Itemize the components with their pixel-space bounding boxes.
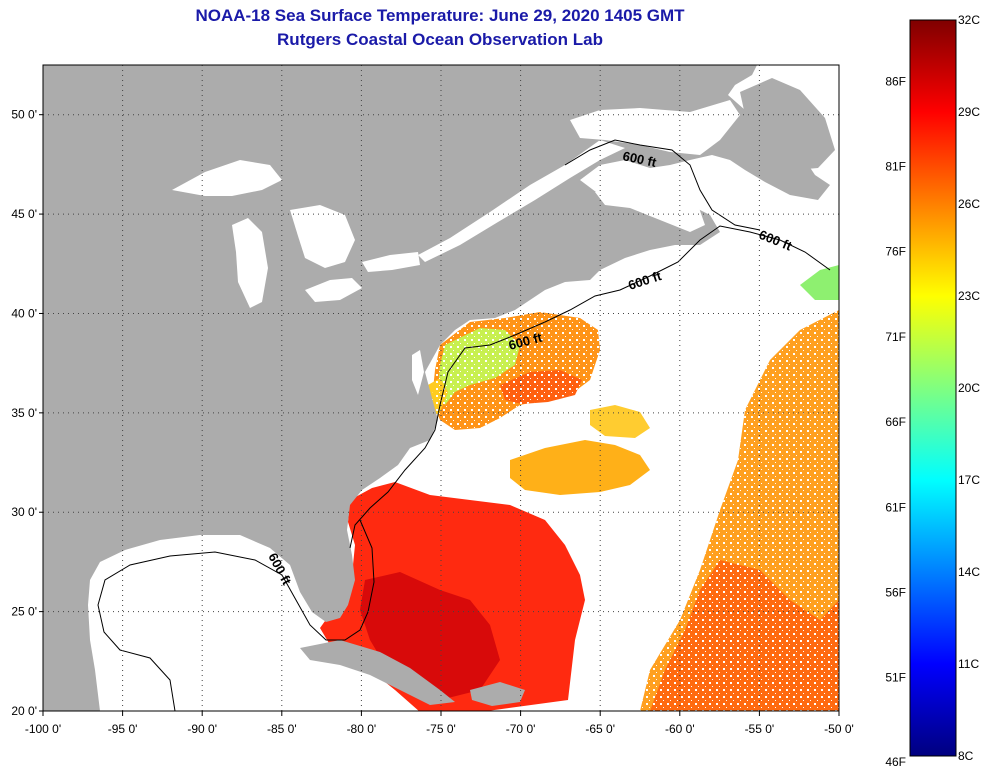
gulf-of-st-lawrence [570, 100, 740, 155]
lake-superior [172, 160, 282, 196]
lon-tick-label: -50 0' [824, 722, 854, 736]
sst-swaths [320, 66, 839, 711]
map-title: NOAA-18 Sea Surface Temperature: June 29… [195, 6, 685, 25]
longitude-labels: -100 0' -95 0' -90 0' -85 0' -80 0' -75 0' -70… [25, 711, 854, 736]
isobath-600ft [97, 139, 831, 711]
sst-swath-mid-ocean-north [590, 405, 650, 438]
lake-michigan [232, 218, 268, 308]
great-lakes [172, 100, 740, 395]
lat-tick-label: 45 0' [11, 207, 37, 221]
map-subtitle: Rutgers Coastal Ocean Observation Lab [277, 30, 603, 49]
lake-erie [305, 278, 362, 302]
lon-tick-label: -80 0' [347, 722, 377, 736]
latitude-labels: 20 0' 25 0' 30 0' 35 0' 40 0' 45 0' 50 0' [11, 108, 43, 718]
lon-tick-label: -100 0' [25, 722, 61, 736]
lon-tick-label: -95 0' [108, 722, 138, 736]
lon-tick-label: -55 0' [745, 722, 775, 736]
lake-ontario [362, 252, 420, 272]
lon-tick-label: -60 0' [665, 722, 695, 736]
st-lawrence-river [418, 140, 625, 262]
lat-tick-label: 20 0' [11, 704, 37, 718]
lon-tick-label: -65 0' [585, 722, 615, 736]
sst-swath-mid-ocean [510, 440, 650, 495]
land-hispaniola [470, 682, 525, 706]
lon-tick-label: -85 0' [267, 722, 297, 736]
lat-tick-label: 40 0' [11, 306, 37, 320]
lon-tick-label: -75 0' [426, 722, 456, 736]
land-cuba [300, 640, 455, 705]
chesapeake-bay [412, 350, 424, 395]
lat-tick-label: 35 0' [11, 406, 37, 420]
lon-tick-label: -70 0' [506, 722, 536, 736]
lat-tick-label: 25 0' [11, 605, 37, 619]
lat-tick-label: 50 0' [11, 108, 37, 122]
bay-of-fundy [595, 186, 705, 232]
sst-swath-gulf-of-maine-edge [800, 265, 839, 300]
contour-label: 600 ft [621, 148, 658, 170]
lat-tick-label: 30 0' [11, 505, 37, 519]
lake-huron [290, 205, 355, 268]
lon-tick-label: -90 0' [187, 722, 217, 736]
land-newfoundland [740, 78, 835, 170]
